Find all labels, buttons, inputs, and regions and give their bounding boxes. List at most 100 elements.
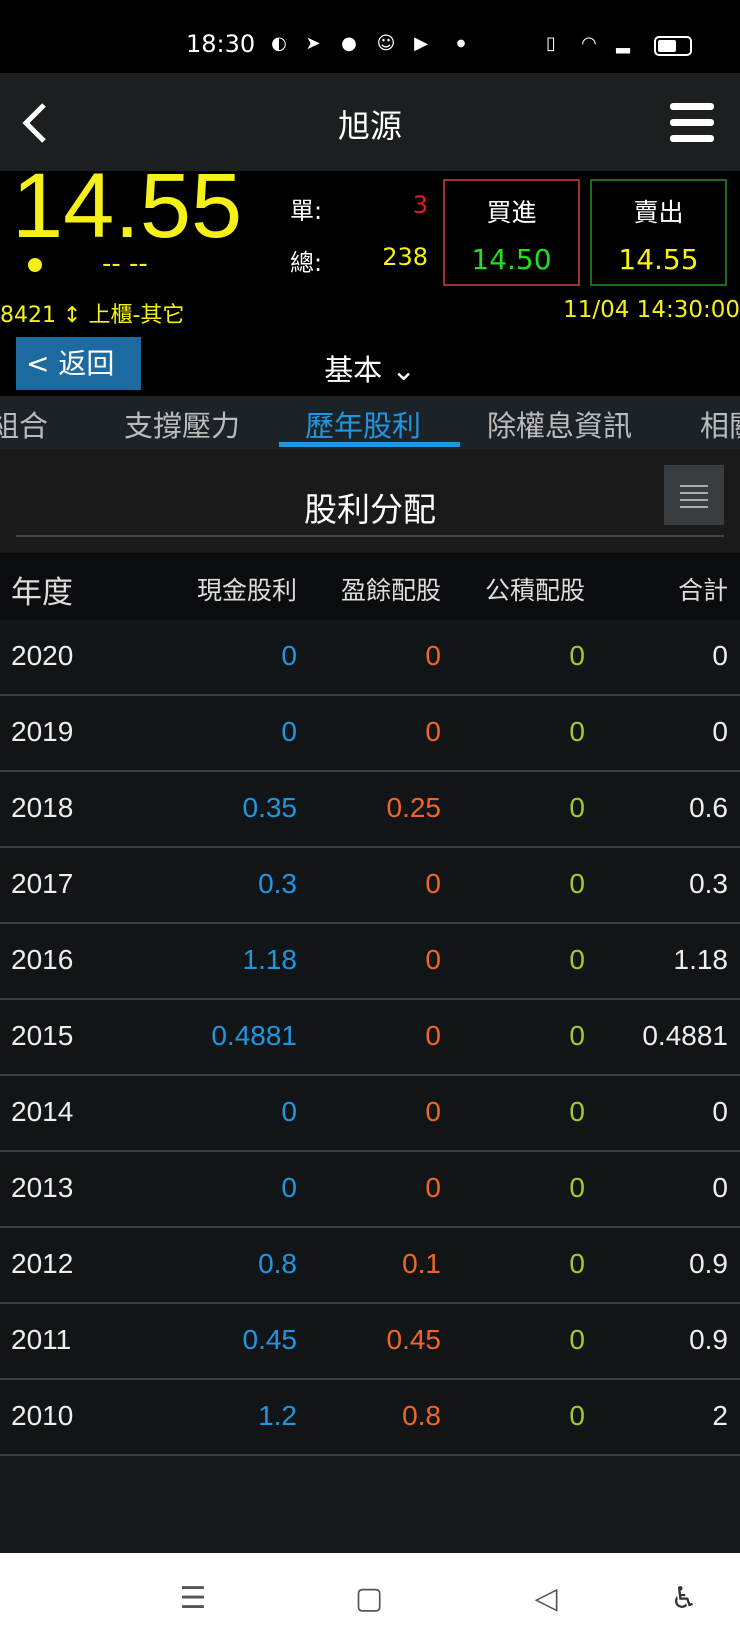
back-icon[interactable]: ◁ xyxy=(534,1581,558,1616)
stock-code: 8421 ↕ 上櫃-其它 xyxy=(0,297,184,329)
recent-apps-icon[interactable]: ☰ xyxy=(179,1581,207,1616)
cell-cash-dividend: 0.8 xyxy=(258,1248,297,1279)
cell-year: 2020 xyxy=(11,640,74,671)
cell-total: 0.9 xyxy=(689,1324,728,1355)
table-row: 2012 0.8 0.1 0 0.9 xyxy=(0,1228,740,1304)
cell-total: 0.9 xyxy=(689,1248,728,1279)
tab-related[interactable]: 相關 xyxy=(700,409,740,443)
chevron-left-icon: < xyxy=(26,347,59,380)
list-menu-button[interactable] xyxy=(664,465,724,525)
tab-support-resistance[interactable]: 支撐壓力 xyxy=(124,409,241,443)
table-row: 2014 0 0 0 0 xyxy=(0,1076,740,1152)
cell-total: 0 xyxy=(712,1096,728,1127)
cell-capital-dividend: 0 xyxy=(569,1324,585,1355)
back-label: 返回 xyxy=(58,347,115,380)
table-header: 年度 現金股利 盈餘配股 公積配股 合計 xyxy=(0,553,740,620)
cell-year: 2011 xyxy=(11,1324,72,1355)
market-text: 上櫃-其它 xyxy=(88,303,185,328)
clock: 18:30 xyxy=(186,30,256,58)
header-total: 合計 xyxy=(677,576,728,605)
cell-total: 0 xyxy=(712,716,728,747)
section-header: 股利分配 xyxy=(0,449,740,553)
price-change: -- -- xyxy=(102,249,148,279)
cell-capital-dividend: 0 xyxy=(569,1248,585,1279)
table-row: 2015 0.4881 0 0 0.4881 xyxy=(0,1000,740,1076)
system-nav-bar: ☰ ▢ ◁ ♿ xyxy=(0,1553,740,1644)
active-tab-indicator xyxy=(279,442,460,447)
hamburger-icon[interactable] xyxy=(670,101,714,145)
buy-price: 14.50 xyxy=(471,243,552,276)
back-button[interactable]: < 返回 xyxy=(16,337,141,390)
cell-capital-dividend: 0 xyxy=(569,1020,585,1051)
cell-capital-dividend: 0 xyxy=(569,716,585,747)
total-volume: 238 xyxy=(382,243,428,271)
status-dot xyxy=(28,258,42,272)
chevron-down-icon: ⌄ xyxy=(391,353,416,387)
cell-year: 2018 xyxy=(11,792,74,823)
home-icon[interactable]: ▢ xyxy=(354,1581,384,1616)
chevron-left-icon[interactable] xyxy=(20,101,50,145)
cell-total: 0 xyxy=(712,1172,728,1203)
table-row: 2019 0 0 0 0 xyxy=(0,696,740,772)
last-price: 14.55 xyxy=(12,155,243,257)
timestamp: 11/04 14:30:00 xyxy=(563,297,740,323)
cell-stock-dividend: 0 xyxy=(425,1096,441,1127)
table-row: 2020 0 0 0 0 xyxy=(0,620,740,696)
wifi-icon: ◠ xyxy=(581,33,597,54)
cell-stock-dividend: 0 xyxy=(425,868,441,899)
tab-combo[interactable]: 組合 xyxy=(0,409,49,443)
cell-cash-dividend: 1.18 xyxy=(242,944,298,975)
cell-total: 0.6 xyxy=(689,792,728,823)
battery-icon xyxy=(654,36,692,56)
cell-year: 2015 xyxy=(11,1020,74,1051)
cell-year: 2010 xyxy=(11,1400,74,1431)
header-cash: 現金股利 xyxy=(196,576,297,605)
cell-stock-dividend: 0.25 xyxy=(386,792,442,823)
dot-icon: ● xyxy=(456,38,466,49)
updown-icon: ↕ xyxy=(63,303,82,328)
cell-total: 2 xyxy=(712,1400,728,1431)
cell-capital-dividend: 0 xyxy=(569,868,585,899)
quote-panel: 14.55 -- -- 單: 3 總: 238 買進 14.50 賣出 14.5… xyxy=(0,155,740,396)
cell-total: 0.4881 xyxy=(642,1020,728,1051)
cell-capital-dividend: 0 xyxy=(569,640,585,671)
cell-total: 1.18 xyxy=(673,944,729,975)
cell-cash-dividend: 0.45 xyxy=(242,1324,298,1355)
cell-cash-dividend: 0 xyxy=(281,640,297,671)
total-label: 總: xyxy=(290,249,323,277)
header-capital: 公積配股 xyxy=(484,576,585,605)
cell-year: 2016 xyxy=(11,944,74,975)
buy-button[interactable]: 買進 14.50 xyxy=(443,179,580,286)
tab-dividend-history[interactable]: 歷年股利 xyxy=(305,409,422,443)
app-header: 旭源 xyxy=(0,73,740,171)
cell-capital-dividend: 0 xyxy=(569,944,585,975)
table-row: 2010 1.2 0.8 0 2 xyxy=(0,1380,740,1456)
discord-icon: ◐ xyxy=(271,33,287,54)
line-icon: ● xyxy=(341,33,357,54)
category-label: 基本 xyxy=(324,353,383,387)
cell-stock-dividend: 0 xyxy=(425,716,441,747)
category-dropdown[interactable]: 基本 ⌄ xyxy=(290,347,450,389)
cell-capital-dividend: 0 xyxy=(569,1400,585,1431)
table-row: 2013 0 0 0 0 xyxy=(0,1152,740,1228)
cell-cash-dividend: 0 xyxy=(281,716,297,747)
cell-cash-dividend: 1.2 xyxy=(258,1400,297,1431)
status-bar: 18:30 ◐ ➤ ● ☺ ▶ ● ▯ ◠ ▂ xyxy=(0,0,740,73)
buy-label: 買進 xyxy=(486,198,537,227)
divider xyxy=(16,535,724,537)
single-label: 單: xyxy=(290,197,323,225)
table-row: 2018 0.35 0.25 0 0.6 xyxy=(0,772,740,848)
cell-stock-dividend: 0 xyxy=(425,1172,441,1203)
cell-year: 2014 xyxy=(11,1096,74,1127)
header-year: 年度 xyxy=(11,575,73,611)
cell-year: 2013 xyxy=(11,1172,74,1203)
cell-stock-dividend: 0.45 xyxy=(386,1324,442,1355)
cell-cash-dividend: 0 xyxy=(281,1096,297,1127)
gomaji-icon: ☺ xyxy=(376,33,396,54)
tab-ex-dividend[interactable]: 除權息資訊 xyxy=(487,409,633,443)
vibrate-icon: ▯ xyxy=(546,33,556,54)
sell-button[interactable]: 賣出 14.55 xyxy=(590,179,727,286)
accessibility-icon[interactable]: ♿ xyxy=(670,1581,698,1616)
cell-capital-dividend: 0 xyxy=(569,1172,585,1203)
code-text: 8421 xyxy=(0,303,56,328)
